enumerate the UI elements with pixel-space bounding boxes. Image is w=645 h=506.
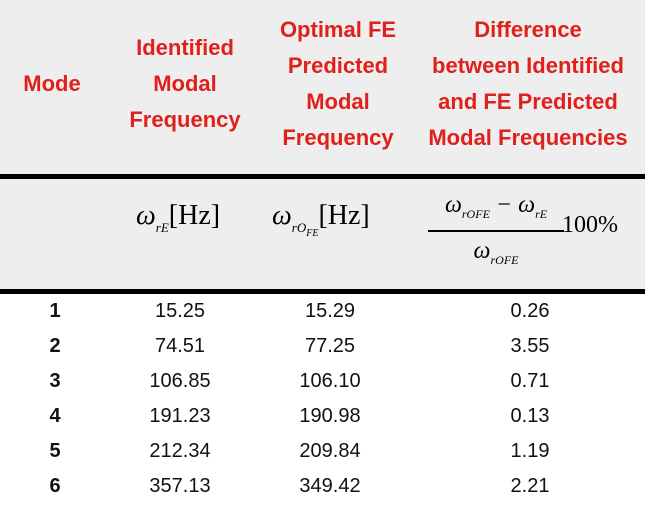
optimal-cell: 349.42 bbox=[299, 475, 361, 497]
omega-symbol: ω bbox=[272, 200, 292, 231]
formula-optimal: ωrOFE[Hz] bbox=[272, 200, 370, 239]
optimal-cell: 15.29 bbox=[304, 300, 356, 322]
header-difference: Difference between Identified and FE Pre… bbox=[412, 12, 644, 156]
omega-symbol: ω bbox=[444, 192, 462, 218]
identified-cell: 212.34 bbox=[149, 440, 211, 462]
subscript-ro: rO bbox=[490, 253, 504, 267]
header-optimal-line: Optimal FE bbox=[279, 17, 397, 42]
table-row: 6 357.13 349.42 2.21 bbox=[0, 469, 645, 504]
header-mode-line: Mode bbox=[23, 71, 81, 96]
header-difference-line: Difference bbox=[474, 17, 582, 42]
unit-hz: [Hz] bbox=[318, 200, 370, 231]
bottom-rule bbox=[0, 289, 645, 294]
formula-background bbox=[0, 178, 645, 292]
header-identified-line: Identified bbox=[136, 35, 234, 60]
header-difference-line: Modal Frequencies bbox=[428, 125, 628, 150]
mode-cell: 4 bbox=[49, 405, 61, 427]
fraction-denominator: ωrOFE bbox=[428, 238, 564, 268]
header-optimal-line: Modal bbox=[306, 89, 370, 114]
percent-factor: 100% bbox=[562, 212, 618, 238]
subscript-ro: rO bbox=[291, 220, 307, 235]
header-optimal-line: Frequency bbox=[282, 125, 394, 150]
identified-cell: 357.13 bbox=[149, 475, 211, 497]
identified-cell: 191.23 bbox=[149, 405, 211, 427]
subscript-fe: FE bbox=[475, 207, 490, 221]
mode-cell: 3 bbox=[49, 370, 61, 392]
header-identified-line: Frequency bbox=[129, 107, 241, 132]
table-row: 4 191.23 190.98 0.13 bbox=[0, 399, 645, 434]
header-difference-line: between Identified bbox=[432, 53, 624, 78]
identified-cell: 15.25 bbox=[154, 300, 206, 322]
difference-cell: 3.55 bbox=[510, 335, 550, 357]
difference-cell: 0.71 bbox=[510, 370, 550, 392]
table-row: 3 106.85 106.10 0.71 bbox=[0, 364, 645, 399]
header-difference-line: and FE Predicted bbox=[438, 89, 618, 114]
omega-symbol: ω bbox=[518, 192, 536, 218]
fraction-numerator: ωrOFE − ωrE bbox=[428, 192, 564, 222]
difference-cell: 2.21 bbox=[510, 475, 550, 497]
omega-symbol: ω bbox=[473, 238, 491, 264]
mode-cell: 6 bbox=[49, 475, 61, 497]
optimal-cell: 209.84 bbox=[299, 440, 361, 462]
header-optimal: Optimal FE Predicted Modal Frequency bbox=[268, 12, 408, 156]
fraction-bar bbox=[428, 230, 564, 232]
header-mode: Mode bbox=[14, 66, 90, 102]
identified-cell: 74.51 bbox=[154, 335, 206, 357]
subscript-fe: FE bbox=[503, 253, 519, 267]
mode-cell: 2 bbox=[49, 335, 61, 357]
mode-cell: 1 bbox=[49, 300, 61, 322]
unit-hz: [Hz] bbox=[168, 200, 221, 231]
mode-cell: 5 bbox=[49, 440, 61, 462]
formula-identified: ωrE[Hz] bbox=[136, 200, 220, 236]
optimal-cell: 77.25 bbox=[304, 335, 356, 357]
header-background bbox=[0, 0, 645, 178]
optimal-cell: 106.10 bbox=[299, 370, 361, 392]
subscript-re: rE bbox=[155, 220, 169, 235]
header-identified-line: Modal bbox=[153, 71, 217, 96]
optimal-cell: 190.98 bbox=[299, 405, 361, 427]
formula-difference-fraction: ωrOFE − ωrE ωrOFE bbox=[428, 192, 564, 274]
omega-symbol: ω bbox=[136, 200, 156, 231]
table-row: 1 15.25 15.29 0.26 bbox=[0, 294, 645, 329]
subscript-re: rE bbox=[535, 207, 548, 221]
minus-sign: − bbox=[495, 192, 513, 218]
subscript-ro: rO bbox=[461, 207, 476, 221]
difference-cell: 1.19 bbox=[510, 440, 550, 462]
header-optimal-line: Predicted bbox=[287, 53, 389, 78]
table-row: 5 212.34 209.84 1.19 bbox=[0, 434, 645, 469]
difference-cell: 0.13 bbox=[510, 405, 550, 427]
difference-cell: 0.26 bbox=[510, 300, 550, 322]
top-rule bbox=[0, 174, 645, 179]
identified-cell: 106.85 bbox=[149, 370, 211, 392]
table-row: 2 74.51 77.25 3.55 bbox=[0, 329, 645, 364]
header-identified: Identified Modal Frequency bbox=[110, 30, 260, 138]
subscript-fe: FE bbox=[306, 228, 319, 239]
